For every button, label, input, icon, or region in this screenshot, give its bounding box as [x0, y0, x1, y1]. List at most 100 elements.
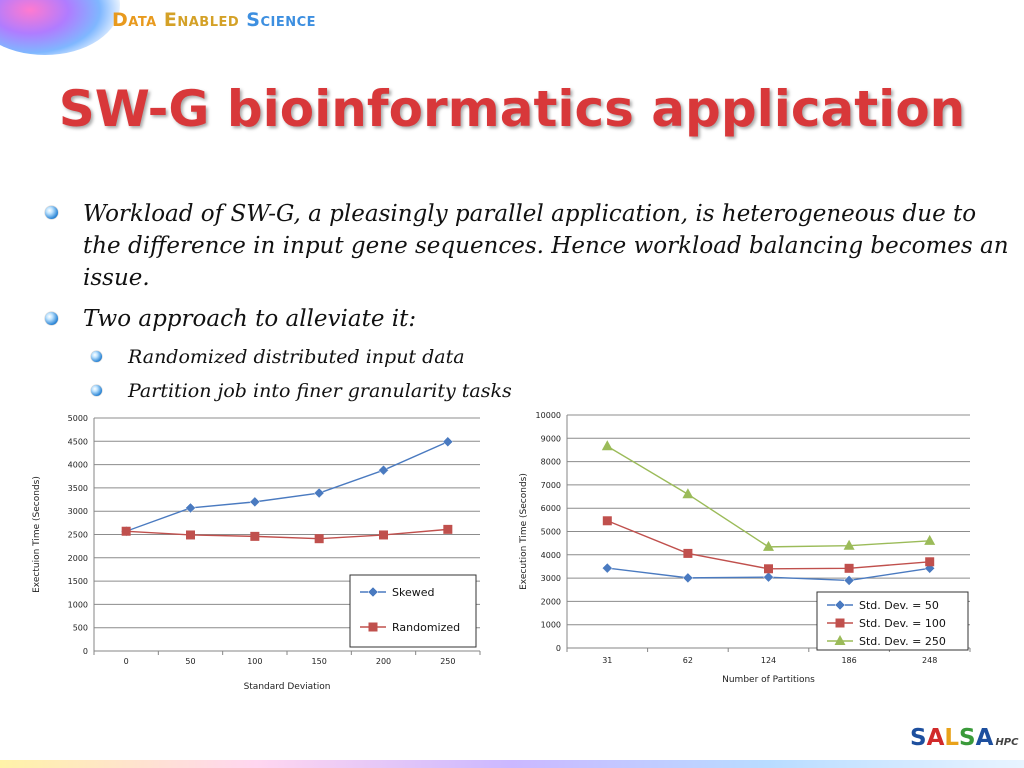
data-point-diamond	[682, 572, 694, 584]
brand-wordmark: Data Enabled Science	[112, 9, 316, 31]
data-point-square	[835, 618, 845, 628]
y-tick-label: 5000	[68, 414, 88, 423]
x-tick-label: 248	[922, 656, 937, 665]
data-point-square	[121, 526, 131, 536]
data-point-diamond	[601, 562, 613, 574]
data-point-square	[925, 557, 935, 567]
y-tick-label: 3000	[68, 507, 88, 516]
y-tick-label: 4000	[541, 551, 561, 560]
brand-word-science: Science	[246, 9, 317, 31]
bullet-1-line-2: the difference in input gene sequences. …	[83, 233, 1009, 259]
bullet-2-text: Two approach to alleviate it:	[83, 306, 417, 332]
logo-letter: S	[959, 725, 976, 751]
legend-label: Randomized	[392, 621, 460, 634]
data-point-square	[368, 622, 378, 632]
y-tick-label: 1000	[541, 621, 561, 630]
y-tick-label: 4500	[68, 437, 88, 446]
globe-sub-bullet-icon	[91, 351, 102, 362]
x-tick-label: 124	[761, 656, 776, 665]
y-tick-label: 4000	[68, 461, 88, 470]
x-axis-title: Standard Deviation	[244, 682, 331, 692]
x-tick-label: 50	[185, 657, 195, 666]
chart-execution-vs-partitions: 0 1000 2000 3000 4000 5000 6000 7000 8000 9000 100…	[519, 411, 971, 685]
data-point-square	[250, 531, 260, 541]
data-point-triangle	[601, 440, 613, 451]
y-tick-label: 2000	[541, 597, 561, 606]
data-point-diamond	[378, 464, 389, 476]
data-point-diamond	[367, 586, 379, 598]
legend-label: Std. Dev. = 100	[859, 617, 946, 630]
salsa-hpc-logo: SALSA HPC	[910, 725, 1018, 751]
x-tick-label: 200	[376, 657, 391, 666]
bullet-1-line-1: Workload of SW-G, a pleasingly parallel …	[83, 201, 977, 227]
y-tick-label: 3000	[541, 574, 561, 583]
x-tick-label: 150	[312, 657, 327, 666]
data-point-diamond	[843, 575, 855, 586]
y-tick-label: 6000	[541, 504, 561, 513]
y-tick-label: 10000	[536, 411, 561, 420]
series-line	[126, 528, 448, 540]
data-point-square	[379, 530, 388, 540]
globe-bullet-icon	[45, 312, 58, 325]
x-tick-label: 250	[440, 657, 455, 666]
sub-bullet-2-text: Partition job into finer granularity tas…	[128, 380, 512, 402]
data-point-square	[683, 548, 693, 558]
x-axis-title: Number of Partitions	[722, 675, 815, 685]
x-tick-label: 186	[841, 656, 856, 665]
y-tick-label: 0	[556, 644, 561, 653]
y-tick-label: 3500	[68, 484, 88, 493]
legend-label: Skewed	[392, 586, 434, 599]
x-tick-label: 100	[247, 657, 262, 666]
data-point-diamond	[834, 599, 846, 611]
data-point-triangle	[924, 534, 936, 545]
sub-bullet-1-text: Randomized distributed input data	[128, 346, 465, 368]
header-orb-decoration	[0, 0, 120, 55]
logo-letter: L	[944, 725, 960, 751]
footer-gradient-bar	[0, 760, 1024, 768]
slide-title: SW-G bioinformatics application	[58, 80, 966, 138]
data-point-triangle	[843, 539, 855, 550]
legend-label: Std. Dev. = 50	[859, 599, 939, 612]
data-point-diamond	[185, 502, 196, 514]
data-point-diamond	[442, 436, 454, 448]
data-point-triangle	[763, 540, 774, 551]
data-point-square	[602, 516, 612, 526]
y-tick-label: 2500	[68, 531, 88, 540]
y-tick-label: 1000	[68, 600, 88, 609]
chart-skewed-vs-randomized: 0500100015002000250030003500400045005000…	[32, 414, 481, 692]
data-point-square	[443, 524, 453, 534]
data-point-diamond	[763, 571, 774, 583]
y-tick-label: 8000	[541, 458, 561, 467]
x-tick-label: 0	[124, 657, 129, 666]
data-point-square	[314, 534, 324, 544]
data-point-diamond	[249, 496, 261, 508]
data-point-triangle	[682, 488, 694, 499]
logo-letter: A	[975, 725, 994, 751]
y-tick-label: 7000	[541, 481, 561, 490]
legend-box	[349, 574, 477, 648]
globe-bullet-icon	[45, 206, 58, 219]
logo-letter: A	[926, 725, 945, 751]
series-line	[125, 441, 449, 532]
y-tick-label: 5000	[541, 528, 561, 537]
y-tick-label: 1500	[68, 577, 88, 586]
brand-word-enabled: Enabled	[163, 9, 240, 31]
logo-letter: S	[910, 725, 927, 751]
data-point-square	[764, 564, 773, 574]
globe-sub-bullet-icon	[91, 385, 102, 396]
data-point-square	[186, 530, 195, 540]
logo-hpc-text: HPC	[995, 737, 1019, 748]
y-tick-label: 500	[73, 624, 88, 633]
data-point-square	[844, 563, 854, 573]
y-tick-label: 0	[83, 647, 88, 656]
y-axis-title: Execution Time (Seconds)	[519, 473, 529, 590]
data-point-triangle	[834, 635, 846, 645]
x-tick-label: 31	[602, 656, 612, 665]
brand-word-data: Data	[112, 9, 157, 31]
legend-label: Std. Dev. = 250	[859, 635, 946, 648]
y-tick-label: 9000	[541, 434, 561, 443]
data-point-diamond	[313, 487, 325, 499]
bullet-1-line-3: issue.	[83, 265, 150, 291]
y-axis-title: Exectuion Time (Seconds)	[32, 476, 42, 593]
y-tick-label: 2000	[68, 554, 88, 563]
